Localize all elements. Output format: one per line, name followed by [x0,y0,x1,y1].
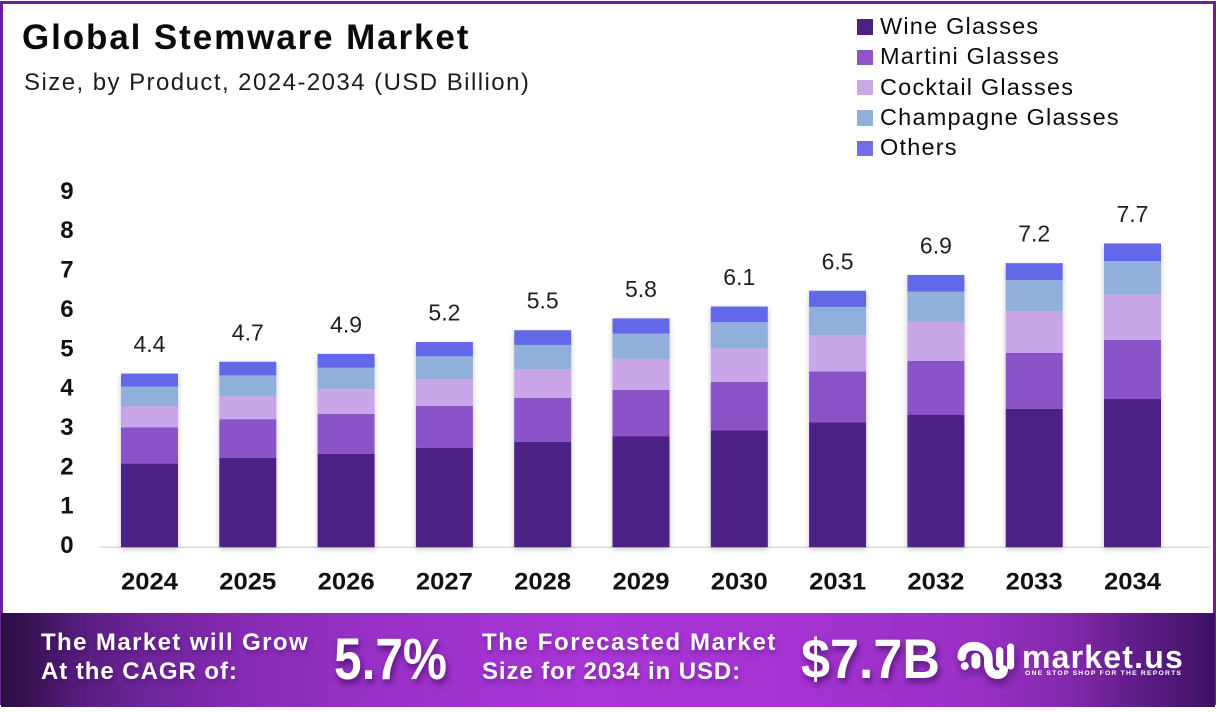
svg-text:2030: 2030 [711,569,768,596]
svg-text:5.8: 5.8 [625,276,657,302]
svg-text:6.9: 6.9 [920,233,952,259]
svg-text:ONE STOP SHOP FOR THE REPORTS: ONE STOP SHOP FOR THE REPORTS [1025,670,1182,677]
svg-text:2025: 2025 [219,569,276,596]
svg-text:9: 9 [60,178,73,205]
svg-text:1: 1 [60,493,73,520]
svg-text:7: 7 [60,257,73,284]
svg-text:4: 4 [60,375,74,402]
svg-text:3: 3 [60,414,73,441]
svg-text:market.us: market.us [1022,639,1184,675]
svg-text:2033: 2033 [1006,569,1063,596]
svg-text:2034: 2034 [1104,569,1162,596]
svg-text:4.4: 4.4 [134,331,166,357]
svg-text:2031: 2031 [809,569,866,596]
svg-text:2: 2 [60,453,73,480]
svg-text:4.9: 4.9 [330,311,362,337]
svg-text:5.2: 5.2 [428,300,460,326]
svg-text:5: 5 [60,335,73,362]
svg-text:0: 0 [60,532,73,559]
svg-text:7.2: 7.2 [1018,221,1050,247]
svg-text:5.5: 5.5 [527,288,559,314]
svg-text:2024: 2024 [121,569,179,596]
svg-text:6: 6 [60,296,73,323]
svg-text:2027: 2027 [416,569,473,596]
svg-text:2026: 2026 [318,569,375,596]
svg-text:4.7: 4.7 [232,319,264,345]
svg-text:2028: 2028 [514,569,571,596]
svg-text:8: 8 [60,217,73,244]
svg-text:7.7: 7.7 [1117,201,1149,227]
svg-text:2032: 2032 [907,569,964,596]
svg-text:2029: 2029 [613,569,670,596]
svg-text:6.5: 6.5 [822,248,854,274]
svg-text:6.1: 6.1 [723,264,755,290]
